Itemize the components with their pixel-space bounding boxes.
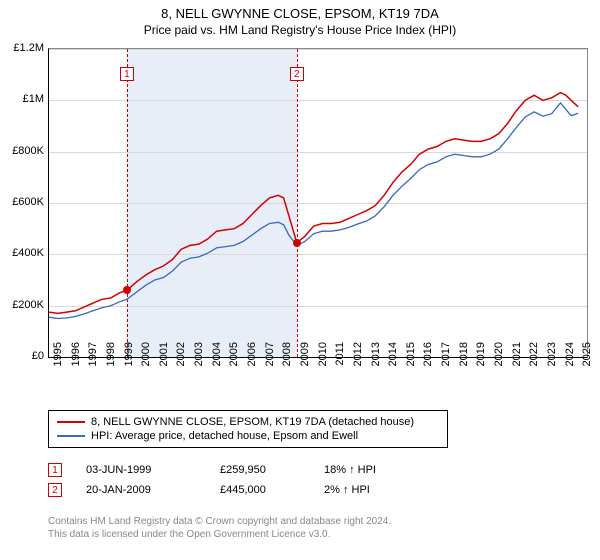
x-tick-label: 2013 — [370, 342, 382, 382]
x-tick-label: 2005 — [228, 342, 240, 382]
x-tick-label: 2021 — [511, 342, 523, 382]
x-tick-label: 2019 — [475, 342, 487, 382]
x-tick-label: 2015 — [405, 342, 417, 382]
x-tick-label: 2002 — [175, 342, 187, 382]
y-tick-label: £0 — [0, 350, 44, 362]
y-tick-label: £400K — [0, 247, 44, 259]
y-tick-label: £1.2M — [0, 42, 44, 54]
x-tick-label: 2017 — [440, 342, 452, 382]
y-tick-label: £800K — [0, 145, 44, 157]
x-tick-label: 2011 — [334, 342, 346, 382]
event-price: £445,000 — [220, 484, 300, 496]
x-tick-label: 2018 — [458, 342, 470, 382]
x-tick-label: 1998 — [105, 342, 117, 382]
legend-swatch — [57, 435, 85, 437]
x-tick-label: 1995 — [52, 342, 64, 382]
x-tick-label: 2014 — [387, 342, 399, 382]
x-tick-label: 1999 — [123, 342, 135, 382]
legend: 8, NELL GWYNNE CLOSE, EPSOM, KT19 7DA (d… — [48, 410, 448, 448]
event-row: 1 03-JUN-1999 £259,950 18% ↑ HPI — [48, 460, 404, 480]
x-tick-label: 2010 — [317, 342, 329, 382]
x-tick-label: 2007 — [264, 342, 276, 382]
x-tick-label: 2020 — [493, 342, 505, 382]
series-price_paid — [49, 93, 578, 314]
x-tick-label: 2004 — [211, 342, 223, 382]
line-series — [49, 49, 587, 357]
footer-line: Contains HM Land Registry data © Crown c… — [48, 515, 391, 528]
event-dot — [123, 286, 131, 294]
legend-item: HPI: Average price, detached house, Epso… — [57, 429, 439, 443]
event-delta: 2% ↑ HPI — [324, 484, 404, 496]
x-tick-label: 2022 — [528, 342, 540, 382]
chart-container: 8, NELL GWYNNE CLOSE, EPSOM, KT19 7DA Pr… — [0, 0, 600, 560]
x-tick-label: 2009 — [299, 342, 311, 382]
event-price: £259,950 — [220, 464, 300, 476]
chart-title: 8, NELL GWYNNE CLOSE, EPSOM, KT19 7DA — [0, 0, 600, 21]
x-tick-label: 1997 — [87, 342, 99, 382]
x-tick-label: 2016 — [422, 342, 434, 382]
event-date: 03-JUN-1999 — [86, 464, 196, 476]
y-tick-label: £1M — [0, 93, 44, 105]
x-tick-label: 2025 — [581, 342, 593, 382]
event-table: 1 03-JUN-1999 £259,950 18% ↑ HPI 2 20-JA… — [48, 460, 404, 500]
legend-item: 8, NELL GWYNNE CLOSE, EPSOM, KT19 7DA (d… — [57, 415, 439, 429]
event-row: 2 20-JAN-2009 £445,000 2% ↑ HPI — [48, 480, 404, 500]
y-tick-label: £600K — [0, 196, 44, 208]
event-delta: 18% ↑ HPI — [324, 464, 404, 476]
x-tick-label: 2024 — [564, 342, 576, 382]
legend-label: HPI: Average price, detached house, Epso… — [91, 430, 358, 442]
footer-line: This data is licensed under the Open Gov… — [48, 528, 391, 541]
x-tick-label: 2006 — [246, 342, 258, 382]
attribution: Contains HM Land Registry data © Crown c… — [48, 515, 391, 541]
y-tick-label: £200K — [0, 299, 44, 311]
event-badge: 1 — [48, 463, 62, 477]
x-tick-label: 2012 — [352, 342, 364, 382]
x-tick-label: 2003 — [193, 342, 205, 382]
legend-swatch — [57, 421, 85, 423]
event-dot — [293, 239, 301, 247]
x-tick-label: 2023 — [546, 342, 558, 382]
event-marker: 1 — [120, 67, 134, 81]
chart-subtitle: Price paid vs. HM Land Registry's House … — [0, 21, 600, 37]
event-marker: 2 — [290, 67, 304, 81]
x-tick-label: 2008 — [281, 342, 293, 382]
event-badge: 2 — [48, 483, 62, 497]
x-tick-label: 2001 — [158, 342, 170, 382]
x-tick-label: 2000 — [140, 342, 152, 382]
legend-label: 8, NELL GWYNNE CLOSE, EPSOM, KT19 7DA (d… — [91, 416, 414, 428]
plot-area: 12 — [48, 48, 588, 358]
event-date: 20-JAN-2009 — [86, 484, 196, 496]
x-tick-label: 1996 — [70, 342, 82, 382]
